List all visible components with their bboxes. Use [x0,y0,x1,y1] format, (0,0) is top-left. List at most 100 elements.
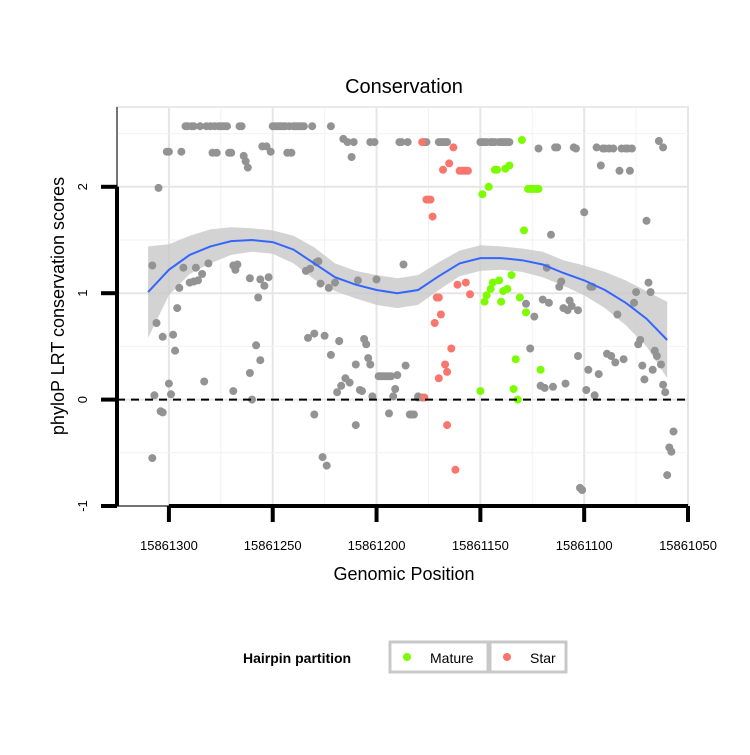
legend-label-mature: Mature [430,650,474,666]
point-other [368,392,377,401]
point-other [196,122,205,131]
point-other [547,230,555,239]
point-other [638,361,647,370]
point-other [663,471,672,480]
point-mature [503,284,512,293]
point-mature [507,271,516,280]
legend: Hairpin partition Mature Star [243,640,568,674]
point-other [574,306,582,315]
point-other [154,183,163,192]
point-star [443,421,452,430]
point-other [245,274,254,283]
point-other [173,304,182,313]
point-other [592,143,601,152]
point-star [449,143,458,152]
point-other [287,148,296,157]
point-star [430,319,439,327]
point-other [443,138,452,147]
point-other [264,273,273,282]
point-mature [493,165,501,174]
point-other [646,288,655,297]
point-mature [534,184,543,193]
point-other [175,283,184,292]
point-other [391,385,400,393]
point-star [434,374,443,383]
point-other [574,352,582,360]
point-other [152,319,161,327]
point-other [609,144,618,153]
point-other [607,352,616,360]
point-other [644,278,653,287]
point-other [549,382,557,391]
point-other [409,410,418,419]
point-other [366,360,375,369]
point-other [198,270,207,278]
point-other [397,138,406,147]
point-other [596,161,605,170]
legend-key-star [488,640,568,674]
point-other [164,147,173,156]
y-axis-label: phyloP LRT conservation scores [48,177,68,435]
point-other [150,391,159,400]
point-other [567,302,576,310]
point-other [254,293,263,302]
point-other [522,299,530,308]
point-other [158,408,167,417]
point-star [436,310,445,319]
point-other [640,375,649,384]
point-other [387,372,396,381]
point-other [322,461,331,470]
smooth-line [147,238,668,341]
point-other [326,122,335,131]
point-other [619,355,628,364]
point-other [223,122,231,131]
point-other [557,277,566,286]
point-mature [520,226,528,235]
point-other [584,365,593,374]
y-tick-label: 0 [75,396,90,403]
axes: -1 0 1 2 15861300 15861250 15861200 15861150 158… [75,107,717,553]
x-tick-label: 15861300 [140,538,198,553]
point-other [351,421,360,430]
x-tick-label: 15861150 [452,538,509,553]
point-other [212,148,221,157]
point-other [659,143,668,152]
y-tick-label: 2 [75,183,90,190]
point-other [204,259,213,268]
point-other [534,144,543,153]
point-mature [509,385,518,393]
x-tick-label: 15861200 [348,538,406,553]
point-other [389,392,398,401]
point-other [505,138,514,147]
point-other [148,261,157,270]
point-other [335,337,344,346]
point-other [544,298,553,307]
point-star [428,212,437,221]
point-other [177,147,186,156]
point-other [657,360,665,369]
point-other [642,216,651,225]
point-other [256,275,265,284]
point-other [372,275,381,284]
point-other [243,163,252,172]
point-other [191,263,200,272]
point-other [158,332,167,341]
point-other [530,312,539,321]
point-star [461,278,470,287]
point-other [627,144,636,153]
point-mature [522,308,530,317]
point-other [580,208,589,217]
point-other [370,138,379,147]
point-other [362,340,371,349]
point-other [167,390,175,399]
point-other [652,352,661,360]
point-mature [517,136,526,144]
smooth-curve [147,238,668,341]
point-other [179,263,188,272]
legend-title: Hairpin partition [243,650,351,666]
point-other [594,370,603,379]
point-star [463,166,472,175]
x-axis-label: Genomic Position [333,564,474,584]
point-other [399,260,408,269]
